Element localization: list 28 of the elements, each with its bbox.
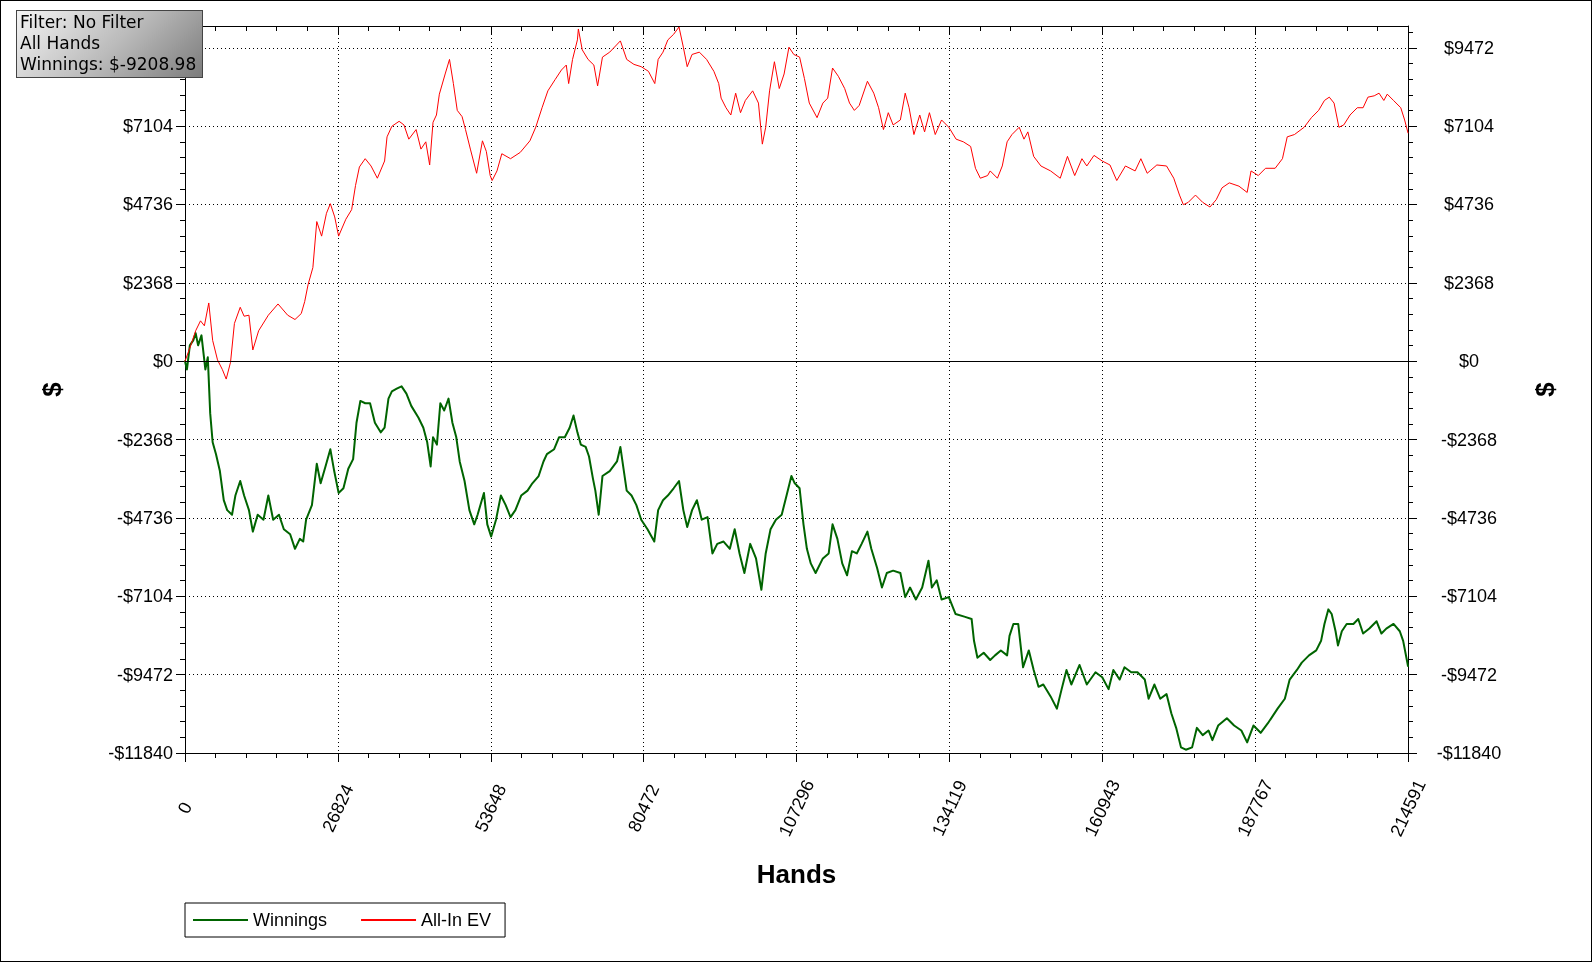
y2-tick-label: $9472 (1443, 37, 1495, 58)
y-tick-label: $4736 (122, 194, 173, 215)
y2-tick-label: $0 (1458, 351, 1480, 372)
y-tick-label: $0 (152, 351, 173, 372)
y2-tick-label: $4736 (1443, 194, 1495, 215)
x-tick-label: 0 (173, 799, 197, 817)
x-tick-label: 26824 (318, 781, 358, 835)
legend-label: Winnings (253, 910, 328, 930)
legend-label: All-In EV (421, 910, 492, 930)
y-tick-label: -$7104 (116, 586, 173, 607)
y2-tick-label: -$7104 (1440, 586, 1498, 607)
y2-tick-label: -$4736 (1440, 507, 1498, 528)
y-tick-label: -$2368 (116, 429, 173, 450)
y2-tick-label: -$2368 (1440, 429, 1498, 450)
annotation: Winnings: $-9208.98 (20, 54, 197, 75)
y2-tick-label: -$11840 (1436, 743, 1502, 763)
y-axis-title: $ (37, 381, 67, 397)
y-tick-label: -$11840 (108, 743, 173, 763)
y-tick-label: -$4736 (116, 507, 173, 528)
info-box: Filter: No Filter All Hands Winnings: $-9208.98 (16, 10, 204, 78)
x-axis-title: Hands (756, 859, 837, 889)
y-tick-label: -$9472 (116, 664, 173, 685)
y2-tick-label: $2368 (1443, 272, 1495, 293)
y2-tick-label: $7104 (1443, 116, 1495, 137)
y-tick-label: $2368 (122, 272, 173, 293)
y2-tick-label: -$9472 (1440, 664, 1498, 685)
y-tick-label: $7104 (122, 116, 173, 137)
y2-axis-title: $ (1530, 381, 1560, 397)
